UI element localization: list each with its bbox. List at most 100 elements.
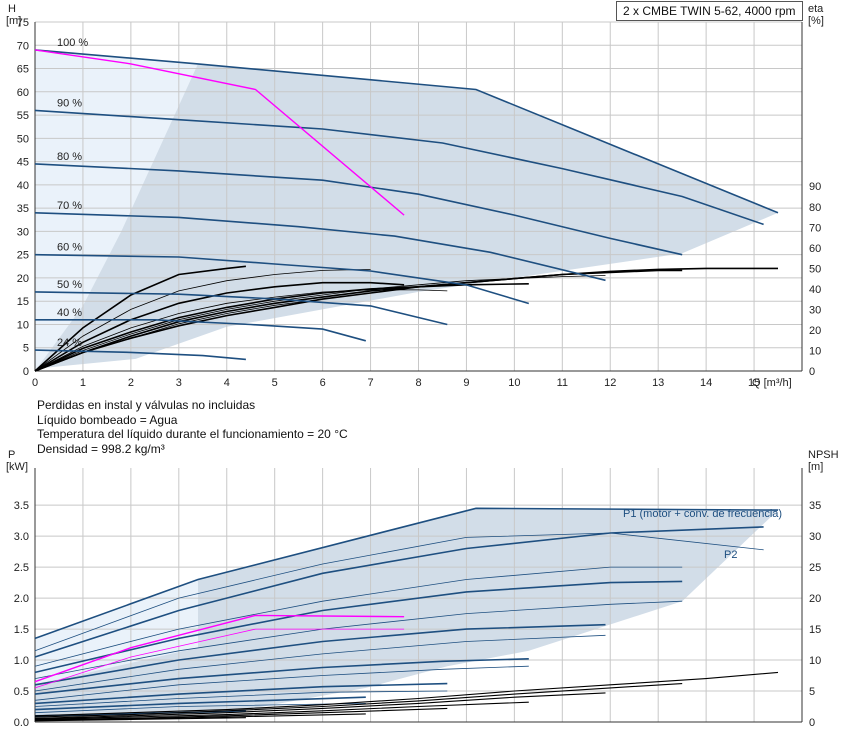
envelope-area xyxy=(35,508,778,716)
x-tick-label: 3 xyxy=(176,377,182,389)
y2-tick-label: 40 xyxy=(809,284,821,296)
head-curve xyxy=(34,349,246,361)
note-line: Temperatura del líquido durante el funci… xyxy=(37,427,348,441)
x-tick-label: 7 xyxy=(368,377,374,389)
operating-p1-curve xyxy=(34,614,405,683)
efficiency-curve xyxy=(34,267,778,372)
y-tick-label: 10 xyxy=(17,319,29,331)
envelope-light-area xyxy=(35,49,198,372)
p2-label: P2 xyxy=(724,549,737,561)
head-curve-label: 90 % xyxy=(57,97,82,109)
x-tick-label: 5 xyxy=(272,377,278,389)
y2-axis-unit: [%] xyxy=(808,15,824,27)
head-curve xyxy=(34,163,683,256)
npsh-curve xyxy=(34,701,529,720)
envelope-area xyxy=(35,49,778,369)
y2-tick-label: 35 xyxy=(809,500,821,512)
y2-tick-label: 15 xyxy=(809,624,821,636)
head-curve xyxy=(34,291,448,326)
npsh-curve xyxy=(34,671,779,717)
head-curve-label: 100 % xyxy=(57,37,88,49)
y-tick-label: 70 xyxy=(17,40,29,52)
y-tick-label: 1.5 xyxy=(14,624,29,636)
head-curve-label: 24 % xyxy=(57,337,82,349)
y-tick-label: 65 xyxy=(17,64,29,76)
head-curve-plot: 0510152025303540455055606570750102030405… xyxy=(6,3,824,389)
y2-tick-label: 20 xyxy=(809,593,821,605)
y2-axis-unit: [m] xyxy=(808,461,823,473)
y-tick-label: 55 xyxy=(17,110,29,122)
y2-tick-label: 50 xyxy=(809,263,821,275)
head-curve-label: 70 % xyxy=(57,200,82,212)
y2-tick-label: 30 xyxy=(809,531,821,543)
head-curve xyxy=(34,49,779,214)
y-tick-label: 0.5 xyxy=(14,686,29,698)
y2-tick-label: 80 xyxy=(809,202,821,214)
x-tick-label: 9 xyxy=(463,377,469,389)
y2-tick-label: 5 xyxy=(809,686,815,698)
x-tick-label: 15 xyxy=(748,377,760,389)
head-curve xyxy=(35,319,367,342)
head-curve xyxy=(34,253,530,305)
operating-curve xyxy=(34,49,405,216)
y2-tick-label: 20 xyxy=(809,325,821,337)
p2-curve xyxy=(34,600,683,679)
p1-curve xyxy=(34,623,606,686)
y-tick-label: 2.5 xyxy=(14,562,29,574)
y2-axis-label: eta xyxy=(808,3,824,15)
y2-tick-label: 0 xyxy=(809,366,815,378)
y-tick-label: 50 xyxy=(17,133,29,145)
y2-tick-label: 30 xyxy=(809,304,821,316)
head-curve xyxy=(34,109,764,226)
y2-tick-label: 70 xyxy=(809,222,821,234)
p1-curve xyxy=(34,580,683,674)
head-curve-label: 80 % xyxy=(57,151,82,163)
npsh-curve xyxy=(34,713,366,721)
y-axis-label: H xyxy=(8,3,16,15)
p1-curve xyxy=(34,526,764,658)
head-curve xyxy=(34,212,606,282)
x-tick-label: 0 xyxy=(32,377,38,389)
x-axis-label: Q [m³/h] xyxy=(752,377,792,389)
x-tick-label: 14 xyxy=(700,377,712,389)
y-tick-label: 60 xyxy=(17,87,29,99)
y2-tick-label: 60 xyxy=(809,243,821,255)
operating-p2-curve xyxy=(34,628,405,689)
p2-curve xyxy=(34,634,606,692)
y-axis-unit: [kW] xyxy=(6,461,28,473)
y-tick-label: 45 xyxy=(17,157,29,169)
y2-tick-label: 10 xyxy=(809,345,821,357)
efficiency-curve xyxy=(34,265,246,372)
y-axis-unit: [m] xyxy=(6,15,21,27)
x-tick-label: 8 xyxy=(415,377,421,389)
y-tick-label: 5 xyxy=(23,343,29,355)
x-tick-label: 12 xyxy=(604,377,616,389)
npsh-curve xyxy=(34,707,448,721)
x-tick-label: 2 xyxy=(128,377,134,389)
x-tick-label: 6 xyxy=(320,377,326,389)
note-line: Líquido bombeado = Agua xyxy=(37,412,178,427)
p2-curve xyxy=(34,665,529,701)
y2-tick-label: 0 xyxy=(809,717,815,729)
y2-axis-label: NPSH xyxy=(808,449,839,461)
y2-tick-label: 10 xyxy=(809,655,821,667)
note-line: Densidad = 998.2 kg/m³ xyxy=(37,441,165,456)
p2-curve xyxy=(34,703,366,714)
x-tick-label: 4 xyxy=(224,377,230,389)
y2-tick-label: 25 xyxy=(809,562,821,574)
p2-curve xyxy=(34,566,683,667)
efficiency-curve xyxy=(34,281,405,372)
p1-label: P1 (motor + conv. de frecuencia) xyxy=(623,508,782,520)
npsh-curve xyxy=(34,692,606,719)
y-tick-label: 2.0 xyxy=(14,593,29,605)
y-axis-label: P xyxy=(8,449,15,461)
head-curve-label: 60 % xyxy=(57,242,82,254)
y-tick-label: 3.0 xyxy=(14,531,29,543)
y-tick-label: 25 xyxy=(17,250,29,262)
notes-block: Perdidas en instal y válvulas no incluid… xyxy=(37,398,348,456)
x-tick-label: 13 xyxy=(652,377,664,389)
y-tick-label: 1.0 xyxy=(14,655,29,667)
x-tick-label: 1 xyxy=(80,377,86,389)
x-tick-label: 10 xyxy=(508,377,520,389)
